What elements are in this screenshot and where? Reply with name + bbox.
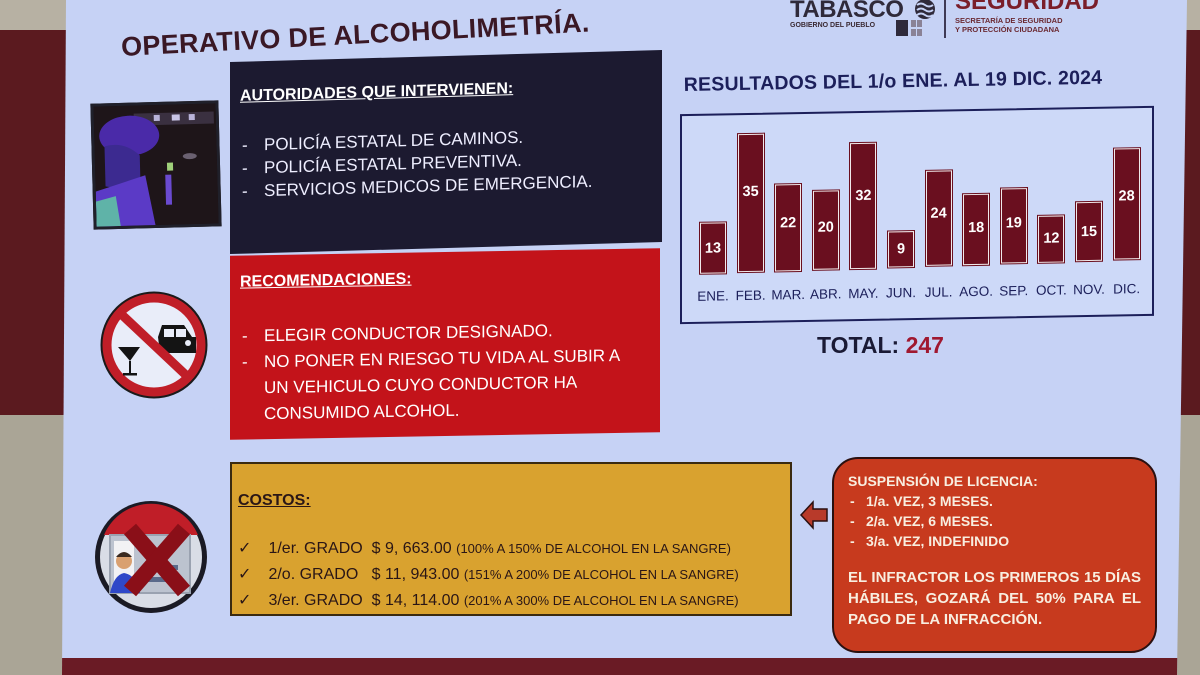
cost-row: ✓ 1/er. GRADO $ 9, 663.00 (100% A 150% D…: [238, 536, 784, 562]
cost-amount: $ 14, 114.00: [371, 592, 460, 609]
suspension-heading: SUSPENSIÓN DE LICENCIA:: [848, 473, 1038, 489]
x-axis-label: AGO.: [959, 283, 994, 300]
bar-value-label: 13: [704, 239, 722, 257]
seguridad-logo-subtitle-2: Y PROTECCIÓN CIUDADANA: [955, 25, 1060, 34]
cost-amount: $ 11, 943.00: [371, 566, 460, 583]
x-axis-label: NOV.: [1073, 281, 1105, 298]
waves-icon: [915, 0, 935, 19]
x-axis-label: JUN.: [886, 285, 916, 301]
tabasco-logo: TABASCO GOBIERNO DEL PUEBLO: [790, 0, 904, 29]
authorities-heading: AUTORIDADES QUE INTERVIENEN:: [240, 80, 514, 105]
chart-bar: 20: [812, 190, 839, 271]
logo-divider: [944, 0, 946, 38]
seguridad-logo-text: SEGURIDAD: [955, 0, 1100, 15]
chart-bar: 12: [1038, 215, 1065, 263]
list-item: 1/a. VEZ, 3 MESES.: [848, 491, 1141, 511]
recommendations-heading: RECOMENDACIONES:: [240, 270, 412, 291]
chart-bar: 22: [775, 183, 802, 272]
state-emblem-icon: [896, 20, 922, 36]
chart-title: RESULTADOS DEL 1/o ENE. AL 19 DIC. 2024: [683, 66, 1103, 97]
x-axis-labels: ENE. FEB. MAR. ABR. MAY. JUN. JUL. AGO. SEP. OCT.…: [682, 108, 1152, 304]
x-axis-label: ABR.: [810, 286, 842, 302]
cost-grade: 1/er. GRADO: [268, 540, 363, 557]
checkmark-icon: ✓: [238, 592, 252, 609]
x-axis-label: OCT.: [1036, 282, 1067, 298]
bars-area: 13 35 22 20 32 9 24 18 19 12 15 28: [696, 118, 1140, 274]
bar-chart: 13 35 22 20 32 9 24 18 19 12 15 28 ENE. FEB. MAR. ABR.…: [680, 105, 1154, 325]
chart-bar: 24: [925, 170, 952, 267]
authorities-list: POLICÍA ESTATAL DE CAMINOS. POLICÍA ESTA…: [240, 122, 652, 203]
total-value: 247: [905, 332, 944, 358]
suspension-list: 1/a. VEZ, 3 MESES. 2/a. VEZ, 6 MESES. 3/…: [848, 491, 1141, 551]
bar-value-label: 15: [1080, 223, 1098, 240]
bar-value-label: 12: [1043, 230, 1060, 247]
list-item: 3/a. VEZ, INDEFINIDO: [848, 531, 1141, 551]
tabasco-logo-text: TABASCO: [790, 0, 904, 23]
cost-amount: $ 9, 663.00: [371, 540, 452, 557]
bar-value-label: 22: [780, 215, 797, 232]
chart-bar: 9: [888, 231, 914, 268]
x-axis-label: FEB.: [735, 287, 766, 304]
x-axis-label: SEP.: [999, 283, 1029, 299]
bar-value-label: 18: [968, 219, 985, 236]
cost-grade: 3/er. GRADO: [268, 592, 363, 609]
x-axis-label: JUL.: [924, 284, 953, 300]
chart-bar: 28: [1113, 148, 1140, 260]
bar-value-label: 9: [896, 241, 906, 258]
seguridad-logo-subtitle-1: SECRETARÍA DE SEGURIDAD: [955, 16, 1063, 25]
bar-value-label: 35: [742, 183, 759, 200]
seguridad-logo: SEGURIDAD SECRETARÍA DE SEGURIDAD Y PROT…: [955, 0, 1099, 34]
x-axis-label: ENE.: [697, 288, 729, 304]
chart-bar: 32: [850, 142, 877, 269]
police-officer-image: [93, 103, 222, 230]
cost-range: (151% A 200% DE ALCOHOL EN LA SANGRE): [463, 567, 739, 582]
chart-bar: 13: [700, 222, 726, 274]
costs-panel: COSTOS: ✓ 1/er. GRADO $ 9, 663.00 (100% …: [230, 462, 792, 616]
x-axis-label: MAR.: [771, 286, 806, 303]
total-summary: TOTAL: 247: [817, 332, 944, 359]
cost-range: (201% A 300% DE ALCOHOL EN LA SANGRE): [463, 593, 739, 608]
cost-row: ✓ 2/o. GRADO $ 11, 943.00 (151% A 200% D…: [238, 562, 784, 588]
chart-bar: 19: [1000, 188, 1027, 264]
recommendations-list: ELEGIR CONDUCTOR DESIGNADO. NO PONER EN …: [240, 316, 650, 427]
tabasco-logo-subtitle: GOBIERNO DEL PUEBLO: [790, 22, 876, 29]
discount-note: EL INFRACTOR LOS PRIMEROS 15 DÍAS HÁBILE…: [848, 569, 1141, 628]
x-axis-label: MAY.: [848, 285, 879, 302]
bar-value-label: 32: [855, 187, 872, 204]
list-item: 2/a. VEZ, 6 MESES.: [848, 511, 1141, 531]
slide: OPERATIVO DE ALCOHOLIMETRÍA. TABASCO GOB…: [62, 0, 1187, 675]
bar-value-label: 24: [930, 205, 947, 222]
checkmark-icon: ✓: [238, 540, 252, 557]
chart-bar: 35: [737, 134, 764, 273]
cost-range: (100% A 150% DE ALCOHOL EN LA SANGRE): [456, 541, 731, 556]
bar-value-label: 19: [1005, 215, 1022, 232]
bar-value-label: 28: [1118, 188, 1135, 205]
license-suspended-icon: [95, 501, 207, 613]
slide-footer-band: [62, 658, 1187, 675]
chart-bar: 15: [1076, 201, 1102, 262]
cost-grade: 2/o. GRADO: [268, 566, 359, 583]
recommendations-panel: RECOMENDACIONES: ELEGIR CONDUCTOR DESIGN…: [230, 248, 660, 440]
costs-heading: COSTOS:: [238, 492, 311, 509]
costs-table: ✓ 1/er. GRADO $ 9, 663.00 (100% A 150% D…: [238, 536, 784, 614]
arrow-left-icon: [799, 500, 828, 530]
x-axis-label: DIC.: [1113, 281, 1141, 297]
license-suspension-panel: SUSPENSIÓN DE LICENCIA: 1/a. VEZ, 3 MESE…: [832, 457, 1157, 653]
total-label: TOTAL:: [817, 332, 900, 358]
chart-bar: 18: [963, 193, 990, 266]
no-drink-driving-icon: [100, 291, 208, 399]
cost-row: ✓ 3/er. GRADO $ 14, 114.00 (201% A 300% …: [238, 588, 784, 614]
bar-value-label: 20: [817, 219, 834, 236]
checkpoint-photo: [90, 100, 222, 230]
checkmark-icon: ✓: [238, 566, 252, 583]
authorities-panel: AUTORIDADES QUE INTERVIENEN: POLICÍA EST…: [230, 49, 662, 255]
